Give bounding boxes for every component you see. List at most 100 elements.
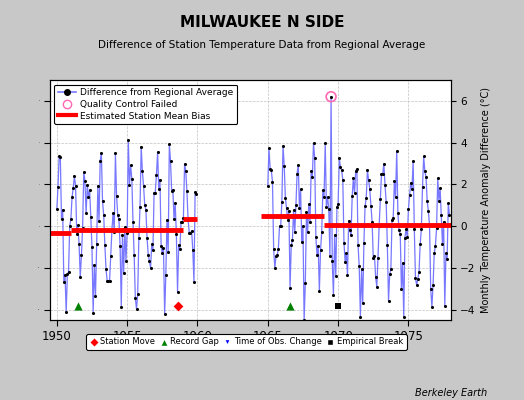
Point	[292, 202, 300, 209]
Point	[91, 293, 100, 300]
Point	[287, 242, 296, 248]
Point	[191, 189, 199, 196]
Point	[381, 182, 389, 188]
Point	[349, 175, 357, 181]
Point	[108, 227, 116, 234]
Point	[117, 304, 125, 310]
Point	[124, 137, 133, 143]
Point	[266, 165, 275, 172]
Point	[109, 210, 117, 216]
Point	[279, 143, 287, 149]
Point	[135, 235, 143, 242]
Point	[288, 237, 297, 244]
Point	[186, 230, 194, 236]
Point	[123, 230, 132, 236]
Point	[327, 94, 335, 100]
Point	[110, 228, 118, 235]
Point	[116, 243, 124, 249]
Point	[269, 246, 278, 252]
Point	[139, 182, 148, 189]
Point	[368, 218, 376, 225]
Point	[343, 272, 352, 278]
Point	[412, 282, 421, 288]
Point	[301, 280, 310, 286]
Point	[392, 148, 401, 154]
Point	[397, 286, 406, 292]
Point	[81, 178, 89, 184]
Point	[169, 186, 177, 193]
Point	[331, 232, 339, 238]
Point	[391, 194, 400, 200]
Point	[313, 252, 321, 258]
Point	[306, 219, 314, 226]
Point	[184, 216, 192, 223]
Point	[61, 272, 69, 278]
Point	[118, 232, 127, 238]
Point	[344, 218, 353, 224]
Point	[326, 253, 334, 259]
Point	[85, 187, 94, 194]
Point	[400, 314, 408, 320]
Point	[106, 252, 115, 259]
Point	[180, 161, 189, 167]
Point	[364, 177, 373, 183]
Point	[422, 174, 430, 180]
Point	[282, 205, 291, 211]
Point	[387, 266, 395, 272]
Point	[390, 178, 399, 184]
Point	[148, 240, 156, 247]
Point	[354, 242, 362, 248]
Point	[372, 274, 380, 280]
Point	[155, 186, 163, 193]
Point	[160, 311, 169, 318]
Point	[417, 226, 425, 233]
Point	[347, 232, 355, 238]
Point	[395, 227, 403, 233]
Point	[445, 212, 454, 218]
Text: Difference of Station Temperature Data from Regional Average: Difference of Station Temperature Data f…	[99, 40, 425, 50]
Point	[340, 240, 348, 246]
Point	[441, 302, 449, 309]
Point	[438, 240, 446, 247]
Point	[74, 222, 82, 228]
Point	[286, 303, 294, 310]
Point	[293, 170, 301, 177]
Point	[396, 231, 405, 237]
Point	[431, 243, 440, 249]
Point	[357, 266, 366, 272]
Point	[138, 168, 147, 174]
Point	[327, 94, 335, 100]
Point	[177, 218, 185, 225]
Point	[161, 272, 170, 278]
Point	[429, 282, 437, 288]
Point	[137, 143, 145, 150]
Point	[52, 206, 61, 212]
Point	[183, 188, 191, 194]
Legend: Station Move, Record Gap, Time of Obs. Change, Empirical Break: Station Move, Record Gap, Time of Obs. C…	[86, 334, 407, 350]
Point	[363, 167, 372, 174]
Point	[430, 250, 439, 256]
Point	[416, 241, 424, 248]
Point	[361, 203, 369, 210]
Point	[143, 235, 151, 242]
Point	[151, 189, 159, 196]
Point	[100, 212, 108, 218]
Point	[406, 192, 414, 198]
Point	[377, 171, 386, 177]
Point	[99, 198, 107, 204]
Point	[69, 185, 78, 191]
Point	[370, 252, 379, 259]
Point	[126, 162, 135, 169]
Point	[337, 167, 346, 174]
Point	[166, 158, 174, 164]
Point	[149, 247, 157, 253]
Point	[140, 202, 149, 208]
Point	[444, 200, 453, 207]
Point	[374, 255, 382, 262]
Point	[402, 226, 410, 232]
Point	[92, 241, 101, 247]
Point	[323, 194, 332, 200]
Point	[171, 200, 179, 206]
Point	[290, 229, 299, 236]
Point	[378, 171, 387, 178]
